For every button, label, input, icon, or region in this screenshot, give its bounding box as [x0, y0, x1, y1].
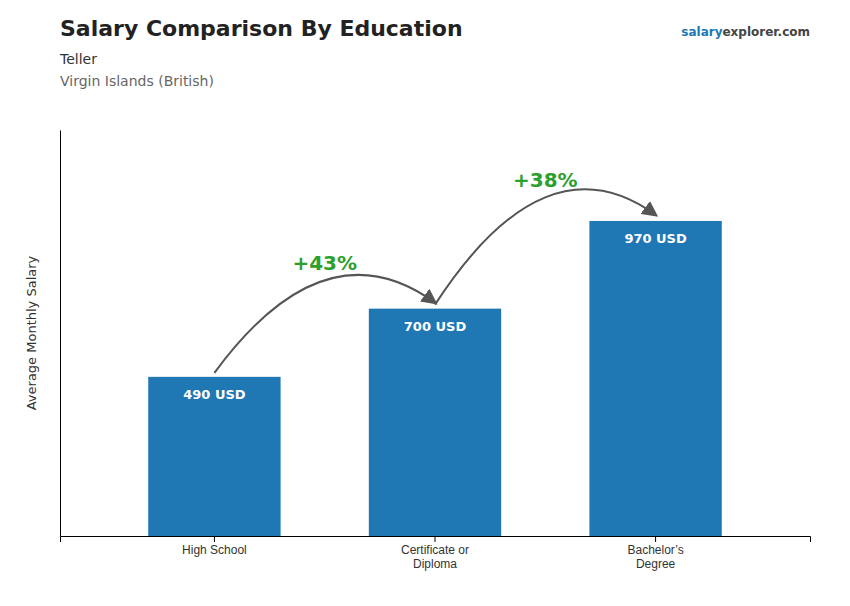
annotation-arrow [435, 189, 656, 304]
annotation-arrow [214, 275, 435, 373]
x-tick-label-line: Diploma [413, 557, 457, 571]
data-label: 490 USD [183, 387, 246, 402]
x-tick-label-line: Degree [636, 557, 676, 571]
bar [369, 309, 501, 536]
annotation-label: +43% [292, 251, 357, 275]
x-tick-label: Certificate orDiploma [401, 543, 469, 571]
x-tick-label: High School [182, 543, 247, 557]
x-axis-line [61, 537, 811, 543]
title: Salary Comparison By Education [60, 16, 463, 41]
y-axis-line [60, 131, 61, 537]
x-tick-label: Bachelor’sDegree [627, 543, 683, 571]
data-label: 970 USD [624, 231, 687, 246]
x-axis: High School Certificate orDiploma Bachelor… [61, 536, 811, 571]
bars [148, 221, 722, 536]
y-axis-label: Average Monthly Salary [24, 255, 39, 410]
source: salaryexplorer.com [681, 25, 810, 39]
x-tick-mark [655, 536, 656, 542]
bar [589, 221, 721, 536]
annotation-label: +38% [513, 168, 578, 192]
x-tick-mark [435, 536, 436, 542]
x-tick-label-line: Certificate or [401, 543, 469, 557]
data-label: 700 USD [404, 319, 467, 334]
subtitle: Virgin Islands (British) [60, 73, 214, 89]
x-tick-label-line: Bachelor’s [627, 543, 683, 557]
source-part: salary [681, 25, 722, 39]
x-tick-label-line: High School [182, 543, 247, 557]
y-axis [60, 131, 61, 537]
plot: High School Certificate orDiploma Bachelor… [24, 131, 811, 571]
subtitle: Teller [59, 51, 97, 67]
x-tick: Certificate orDiploma [401, 536, 469, 571]
chart-svg: Salary Comparison By Education Teller Virg… [0, 0, 850, 606]
x-tick: Bachelor’sDegree [627, 536, 683, 571]
x-tick-mark [214, 536, 215, 542]
source-part: explorer.com [722, 25, 810, 39]
bar [148, 377, 280, 536]
x-tick: High School [182, 536, 247, 557]
